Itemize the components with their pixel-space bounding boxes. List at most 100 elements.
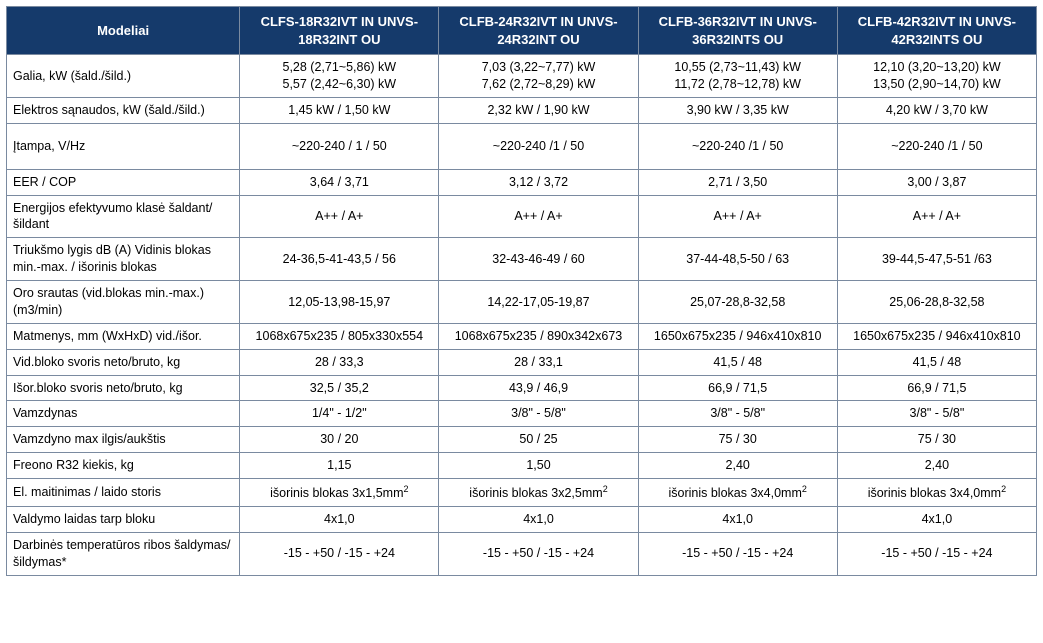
row-label: Darbinės temperatūros ribos šaldymas/šil…	[7, 533, 240, 576]
row-label: Freono R32 kiekis, kg	[7, 453, 240, 479]
row-value: 1,45 kW / 1,50 kW	[240, 97, 439, 123]
row-label: Įtampa, V/Hz	[7, 123, 240, 169]
row-value: 66,9 / 71,5	[837, 375, 1036, 401]
table-row: Vamzdyno max ilgis/aukštis30 / 2050 / 25…	[7, 427, 1037, 453]
row-value: 2,32 kW / 1,90 kW	[439, 97, 638, 123]
row-value: 4x1,0	[638, 507, 837, 533]
row-value: 30 / 20	[240, 427, 439, 453]
row-label: Energijos efektyvumo klasė šaldant/šilda…	[7, 195, 240, 238]
row-value: 4x1,0	[240, 507, 439, 533]
row-value: 3,64 / 3,71	[240, 169, 439, 195]
row-value: 24-36,5-41-43,5 / 56	[240, 238, 439, 281]
row-value: 5,28 (2,71~5,86) kW5,57 (2,42~6,30) kW	[240, 55, 439, 98]
row-value: 2,40	[837, 453, 1036, 479]
row-value: -15 - +50 / -15 - +24	[439, 533, 638, 576]
row-value: išorinis blokas 3x4,0mm2	[837, 479, 1036, 507]
row-label: Valdymo laidas tarp bloku	[7, 507, 240, 533]
row-value: 3/8" - 5/8"	[638, 401, 837, 427]
row-value: 2,71 / 3,50	[638, 169, 837, 195]
table-row: Energijos efektyvumo klasė šaldant/šilda…	[7, 195, 1037, 238]
table-row: Matmenys, mm (WxHxD) vid./išor.1068x675x…	[7, 323, 1037, 349]
row-value: A++ / A+	[638, 195, 837, 238]
row-label: Elektros sąnaudos, kW (šald./šild.)	[7, 97, 240, 123]
row-value: 1650x675x235 / 946x410x810	[837, 323, 1036, 349]
row-value: 3/8" - 5/8"	[439, 401, 638, 427]
row-value: 1650x675x235 / 946x410x810	[638, 323, 837, 349]
row-value: 25,06-28,8-32,58	[837, 281, 1036, 324]
row-value: 28 / 33,3	[240, 349, 439, 375]
row-value: ~220-240 /1 / 50	[837, 123, 1036, 169]
row-value: -15 - +50 / -15 - +24	[837, 533, 1036, 576]
row-value: 32,5 / 35,2	[240, 375, 439, 401]
row-value: 7,03 (3,22~7,77) kW7,62 (2,72~8,29) kW	[439, 55, 638, 98]
row-value: 3,00 / 3,87	[837, 169, 1036, 195]
row-value: 2,40	[638, 453, 837, 479]
row-value: 1068x675x235 / 890x342x673	[439, 323, 638, 349]
table-row: Triukšmo lygis dB (A) Vidinis blokas min…	[7, 238, 1037, 281]
table-row: Elektros sąnaudos, kW (šald./šild.)1,45 …	[7, 97, 1037, 123]
row-label: Oro srautas (vid.blokas min.-max.) (m3/m…	[7, 281, 240, 324]
table-row: Oro srautas (vid.blokas min.-max.) (m3/m…	[7, 281, 1037, 324]
row-value: išorinis blokas 3x1,5mm2	[240, 479, 439, 507]
table-body: Galia, kW (šald./šild.)5,28 (2,71~5,86) …	[7, 55, 1037, 576]
row-value: -15 - +50 / -15 - +24	[240, 533, 439, 576]
row-value: A++ / A+	[439, 195, 638, 238]
header-model-0: CLFS-18R32IVT IN UNVS-18R32INT OU	[240, 7, 439, 55]
table-row: El. maitinimas / laido storisišorinis bl…	[7, 479, 1037, 507]
header-label: Modeliai	[7, 7, 240, 55]
row-value: 50 / 25	[439, 427, 638, 453]
row-value: 1068x675x235 / 805x330x554	[240, 323, 439, 349]
row-value: 43,9 / 46,9	[439, 375, 638, 401]
row-value: 37-44-48,5-50 / 63	[638, 238, 837, 281]
table-row: EER / COP3,64 / 3,713,12 / 3,722,71 / 3,…	[7, 169, 1037, 195]
row-label: Triukšmo lygis dB (A) Vidinis blokas min…	[7, 238, 240, 281]
row-value: 66,9 / 71,5	[638, 375, 837, 401]
header-model-2: CLFB-36R32IVT IN UNVS-36R32INTS OU	[638, 7, 837, 55]
row-value: 28 / 33,1	[439, 349, 638, 375]
spec-table: Modeliai CLFS-18R32IVT IN UNVS-18R32INT …	[6, 6, 1037, 576]
row-value: 14,22-17,05-19,87	[439, 281, 638, 324]
row-value: 1,15	[240, 453, 439, 479]
row-value: ~220-240 /1 / 50	[638, 123, 837, 169]
row-value: išorinis blokas 3x2,5mm2	[439, 479, 638, 507]
row-value: ~220-240 /1 / 50	[439, 123, 638, 169]
row-label: Vamzdyno max ilgis/aukštis	[7, 427, 240, 453]
header-model-1: CLFB-24R32IVT IN UNVS-24R32INT OU	[439, 7, 638, 55]
row-value: A++ / A+	[240, 195, 439, 238]
row-value: 3,12 / 3,72	[439, 169, 638, 195]
row-label: Galia, kW (šald./šild.)	[7, 55, 240, 98]
table-row: Valdymo laidas tarp bloku4x1,04x1,04x1,0…	[7, 507, 1037, 533]
row-label: Matmenys, mm (WxHxD) vid./išor.	[7, 323, 240, 349]
row-value: 10,55 (2,73~11,43) kW11,72 (2,78~12,78) …	[638, 55, 837, 98]
row-value: 75 / 30	[837, 427, 1036, 453]
row-value: 25,07-28,8-32,58	[638, 281, 837, 324]
row-label: Vid.bloko svoris neto/bruto, kg	[7, 349, 240, 375]
table-row: Darbinės temperatūros ribos šaldymas/šil…	[7, 533, 1037, 576]
row-label: Išor.bloko svoris neto/bruto, kg	[7, 375, 240, 401]
row-value: 41,5 / 48	[638, 349, 837, 375]
row-value: ~220-240 / 1 / 50	[240, 123, 439, 169]
table-row: Įtampa, V/Hz~220-240 / 1 / 50~220-240 /1…	[7, 123, 1037, 169]
row-value: 4x1,0	[837, 507, 1036, 533]
row-label: Vamzdynas	[7, 401, 240, 427]
row-value: 3/8" - 5/8"	[837, 401, 1036, 427]
row-value: 12,10 (3,20~13,20) kW13,50 (2,90~14,70) …	[837, 55, 1036, 98]
row-value: 12,05-13,98-15,97	[240, 281, 439, 324]
row-value: A++ / A+	[837, 195, 1036, 238]
row-value: 39-44,5-47,5-51 /63	[837, 238, 1036, 281]
row-value: 1,50	[439, 453, 638, 479]
row-value: 4,20 kW / 3,70 kW	[837, 97, 1036, 123]
table-row: Išor.bloko svoris neto/bruto, kg32,5 / 3…	[7, 375, 1037, 401]
row-label: EER / COP	[7, 169, 240, 195]
row-value: 3,90 kW / 3,35 kW	[638, 97, 837, 123]
row-value: 75 / 30	[638, 427, 837, 453]
table-row: Vamzdynas1/4" - 1/2"3/8" - 5/8"3/8" - 5/…	[7, 401, 1037, 427]
row-value: 41,5 / 48	[837, 349, 1036, 375]
table-row: Galia, kW (šald./šild.)5,28 (2,71~5,86) …	[7, 55, 1037, 98]
row-label: El. maitinimas / laido storis	[7, 479, 240, 507]
table-row: Freono R32 kiekis, kg1,151,502,402,40	[7, 453, 1037, 479]
table-header: Modeliai CLFS-18R32IVT IN UNVS-18R32INT …	[7, 7, 1037, 55]
row-value: 1/4" - 1/2"	[240, 401, 439, 427]
row-value: 4x1,0	[439, 507, 638, 533]
table-row: Vid.bloko svoris neto/bruto, kg28 / 33,3…	[7, 349, 1037, 375]
